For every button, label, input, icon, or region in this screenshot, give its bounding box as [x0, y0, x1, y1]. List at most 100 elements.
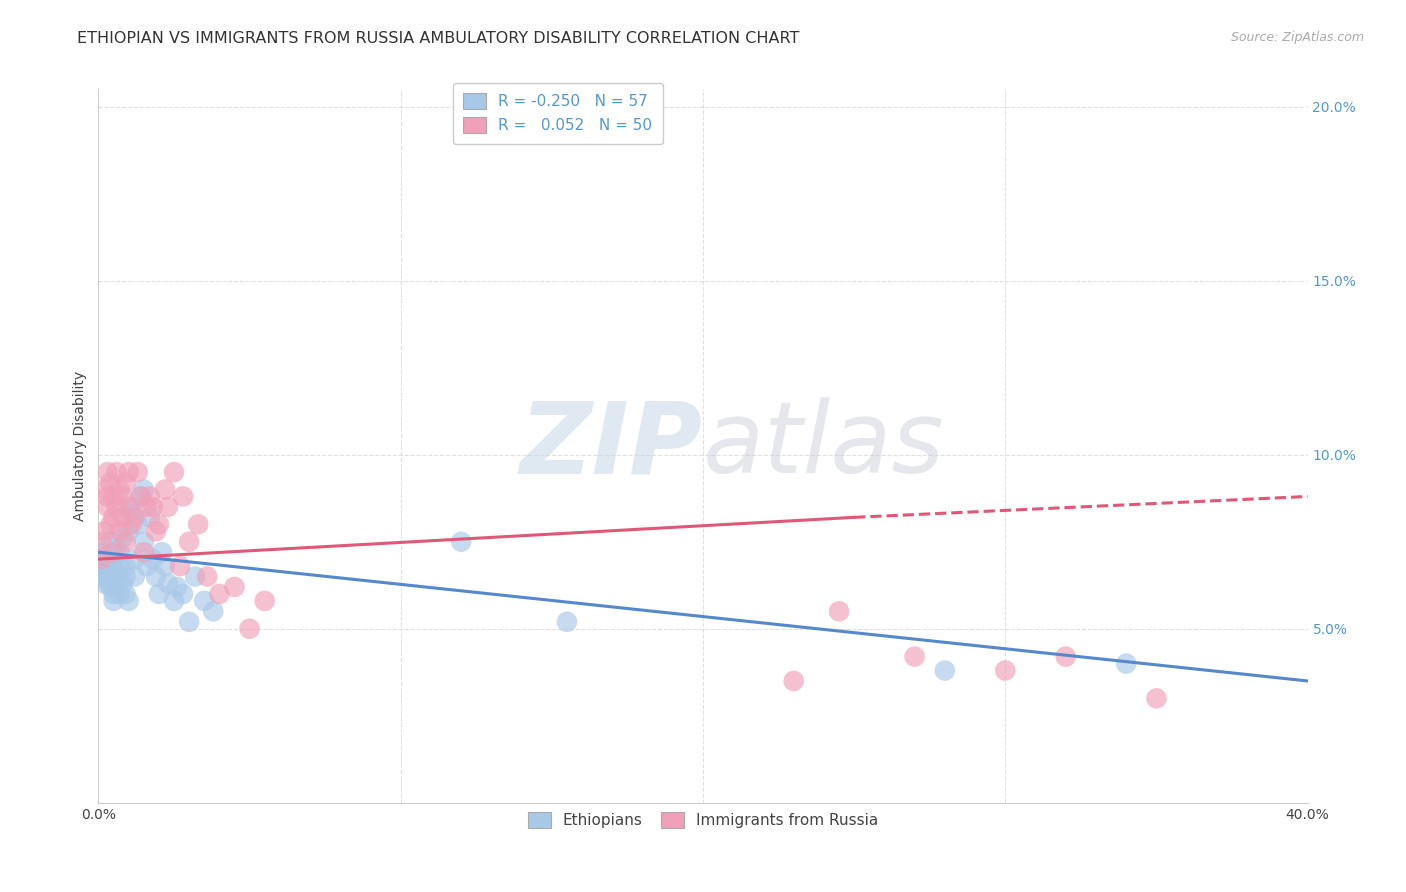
- Point: [103, 545, 125, 559]
- Point: [179, 615, 201, 629]
- Point: [114, 569, 136, 583]
- Point: [187, 517, 209, 532]
- Point: [118, 465, 141, 479]
- Point: [142, 552, 165, 566]
- Point: [90, 545, 112, 559]
- Point: [193, 594, 215, 608]
- Point: [179, 534, 201, 549]
- Point: [555, 615, 578, 629]
- Point: [156, 576, 179, 591]
- Point: [96, 500, 118, 514]
- Point: [105, 566, 128, 580]
- Point: [103, 490, 125, 504]
- Point: [148, 587, 170, 601]
- Point: [208, 587, 231, 601]
- Point: [239, 622, 262, 636]
- Point: [103, 569, 125, 583]
- Point: [93, 552, 115, 566]
- Point: [224, 580, 246, 594]
- Point: [129, 490, 152, 504]
- Point: [105, 541, 128, 556]
- Point: [904, 649, 927, 664]
- Point: [96, 549, 118, 563]
- Point: [108, 545, 131, 559]
- Text: ETHIOPIAN VS IMMIGRANTS FROM RUSSIA AMBULATORY DISABILITY CORRELATION CHART: ETHIOPIAN VS IMMIGRANTS FROM RUSSIA AMBU…: [77, 31, 800, 46]
- Point: [93, 524, 115, 539]
- Point: [103, 510, 125, 524]
- Point: [96, 559, 118, 574]
- Point: [96, 490, 118, 504]
- Point: [124, 510, 146, 524]
- Text: atlas: atlas: [703, 398, 945, 494]
- Point: [148, 517, 170, 532]
- Point: [253, 594, 276, 608]
- Point: [156, 500, 179, 514]
- Point: [127, 517, 149, 532]
- Point: [114, 475, 136, 490]
- Point: [105, 500, 128, 514]
- Point: [105, 465, 128, 479]
- Text: Source: ZipAtlas.com: Source: ZipAtlas.com: [1230, 31, 1364, 45]
- Point: [153, 483, 176, 497]
- Point: [139, 490, 162, 504]
- Point: [132, 483, 155, 497]
- Point: [129, 490, 152, 504]
- Point: [783, 673, 806, 688]
- Point: [135, 559, 157, 574]
- Point: [135, 500, 157, 514]
- Point: [1115, 657, 1137, 671]
- Point: [163, 594, 186, 608]
- Point: [150, 545, 173, 559]
- Point: [1144, 691, 1167, 706]
- Point: [202, 604, 225, 618]
- Point: [121, 507, 143, 521]
- Point: [108, 559, 131, 574]
- Point: [93, 563, 115, 577]
- Point: [100, 556, 122, 570]
- Point: [184, 569, 207, 583]
- Point: [142, 500, 165, 514]
- Point: [195, 569, 218, 583]
- Point: [103, 594, 125, 608]
- Point: [96, 566, 118, 580]
- Point: [118, 500, 141, 514]
- Point: [90, 559, 112, 574]
- Point: [114, 587, 136, 601]
- Point: [96, 573, 118, 587]
- Point: [828, 604, 851, 618]
- Point: [111, 490, 134, 504]
- Y-axis label: Ambulatory Disability: Ambulatory Disability: [73, 371, 87, 521]
- Point: [90, 569, 112, 583]
- Point: [100, 534, 122, 549]
- Point: [93, 483, 115, 497]
- Point: [108, 483, 131, 497]
- Point: [118, 594, 141, 608]
- Point: [132, 534, 155, 549]
- Point: [994, 664, 1017, 678]
- Point: [166, 580, 188, 594]
- Point: [93, 576, 115, 591]
- Point: [111, 510, 134, 524]
- Point: [124, 552, 146, 566]
- Point: [145, 569, 167, 583]
- Point: [118, 524, 141, 539]
- Point: [100, 517, 122, 532]
- Point: [450, 534, 472, 549]
- Point: [132, 545, 155, 559]
- Point: [1054, 649, 1077, 664]
- Point: [103, 587, 125, 601]
- Text: ZIP: ZIP: [520, 398, 703, 494]
- Point: [111, 576, 134, 591]
- Point: [90, 552, 112, 566]
- Legend: Ethiopians, Immigrants from Russia: Ethiopians, Immigrants from Russia: [522, 806, 884, 834]
- Point: [96, 465, 118, 479]
- Point: [153, 559, 176, 574]
- Point: [163, 465, 186, 479]
- Point: [172, 490, 194, 504]
- Point: [105, 573, 128, 587]
- Point: [114, 559, 136, 574]
- Point: [100, 475, 122, 490]
- Point: [100, 580, 122, 594]
- Point: [124, 569, 146, 583]
- Point: [121, 500, 143, 514]
